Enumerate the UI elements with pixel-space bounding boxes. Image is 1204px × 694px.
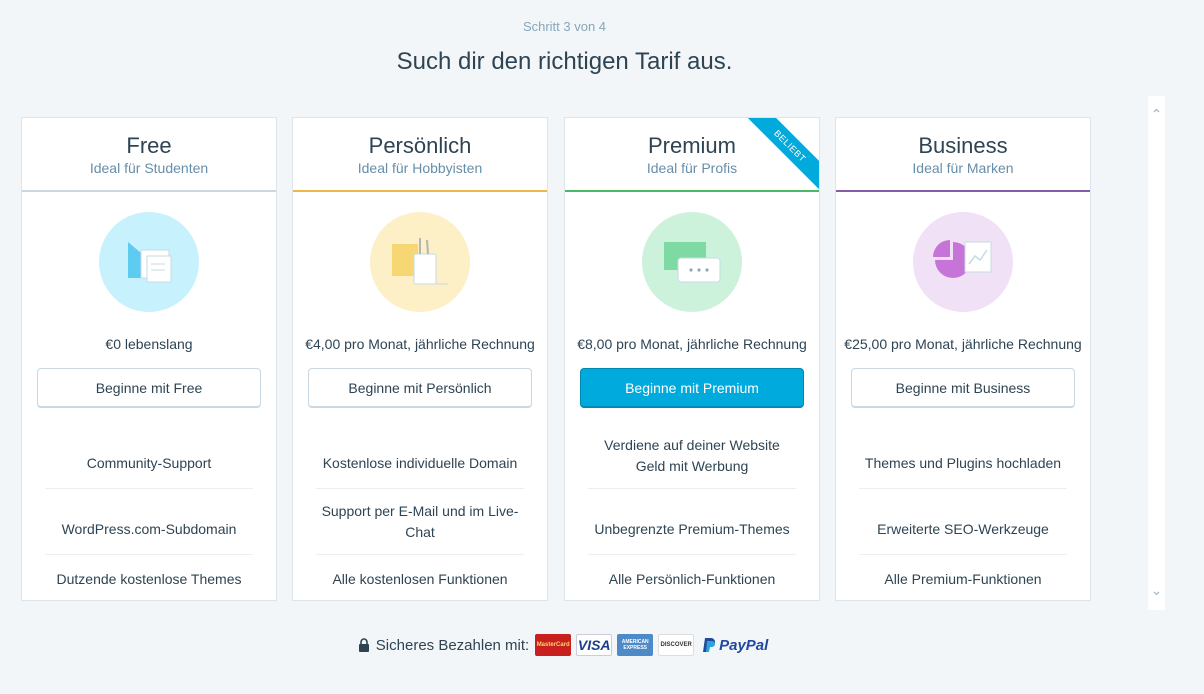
popular-badge: BELIEBT bbox=[744, 118, 819, 192]
visa-logo-icon: VISA bbox=[576, 634, 613, 656]
pencil-cup-illustration-icon bbox=[370, 212, 470, 312]
plans-scrollbar[interactable]: ⌃ ⌄ bbox=[1148, 96, 1165, 610]
popular-ribbon: BELIEBT bbox=[739, 118, 819, 198]
plan-tagline: Ideal für Profis bbox=[646, 160, 738, 176]
plan-name: Free bbox=[126, 133, 172, 158]
plan-card-personal: Persönlich Ideal für Hobbyisten €4,00 pr… bbox=[292, 117, 548, 601]
plan-header: Persönlich Ideal für Hobbyisten bbox=[293, 118, 547, 192]
plan-price: €8,00 pro Monat, jährliche Rechnung bbox=[577, 336, 807, 352]
plan-card-free: Free Ideal für Studenten €0 lebenslang B… bbox=[21, 117, 277, 601]
plan-name: Premium bbox=[647, 133, 736, 158]
feature-item: WordPress.com-Subdomain bbox=[45, 504, 253, 555]
plan-price: €0 lebenslang bbox=[105, 336, 193, 352]
start-personal-button[interactable]: Beginne mit Persönlich bbox=[308, 368, 532, 408]
discover-logo-icon: DISCOVER bbox=[658, 634, 695, 656]
plan-card-business: Business Ideal für Marken €25,00 pro Mon… bbox=[835, 117, 1091, 601]
start-premium-button[interactable]: Beginne mit Premium bbox=[580, 368, 804, 408]
feature-item: Unbegrenzte Premium-Themes bbox=[588, 504, 796, 555]
feature-item: Themes und Plugins hochladen bbox=[859, 438, 1067, 489]
mastercard-logo-icon: MasterCard bbox=[535, 634, 572, 656]
feature-item: Verdiene auf deiner Website Geld mit Wer… bbox=[588, 424, 796, 489]
plan-tagline: Ideal für Hobbyisten bbox=[357, 160, 483, 176]
plan-header: Free Ideal für Studenten bbox=[22, 118, 276, 192]
feature-item: Kostenlose individuelle Domain bbox=[316, 438, 524, 489]
secure-payment-label: Sicheres Bezahlen mit: bbox=[375, 636, 530, 654]
secure-payment-bar: Sicheres Bezahlen mit: MasterCard VISA A… bbox=[0, 632, 1129, 658]
plan-tagline: Ideal für Studenten bbox=[89, 160, 209, 176]
plan-price: €25,00 pro Monat, jährliche Rechnung bbox=[844, 336, 1082, 352]
plan-card-premium: Premium Ideal für Profis BELIEBT €8,00 p… bbox=[564, 117, 820, 601]
plan-price: €4,00 pro Monat, jährliche Rechnung bbox=[305, 336, 535, 352]
amex-logo-icon: AMERICAN EXPRESS bbox=[617, 634, 654, 656]
plan-header: Premium Ideal für Profis bbox=[565, 118, 819, 192]
feature-item: Dutzende kostenlose Themes bbox=[56, 570, 242, 587]
message-bubbles-illustration-icon bbox=[642, 212, 742, 312]
feature-item: Alle kostenlosen Funktionen bbox=[332, 570, 508, 587]
scroll-down-icon[interactable]: ⌄ bbox=[1150, 582, 1163, 598]
start-free-button[interactable]: Beginne mit Free bbox=[37, 368, 261, 408]
step-indicator: Schritt 3 von 4 bbox=[522, 19, 607, 34]
start-business-button[interactable]: Beginne mit Business bbox=[851, 368, 1075, 408]
plan-name: Persönlich bbox=[368, 133, 472, 158]
chat-bubble-illustration-icon bbox=[99, 212, 199, 312]
paypal-logo-icon: PayPal bbox=[699, 634, 771, 656]
feature-item: Alle Persönlich-Funktionen bbox=[608, 570, 776, 587]
feature-item: Support per E-Mail und im Live-Chat bbox=[316, 489, 524, 555]
page-title: Such dir den richtigen Tarif aus. bbox=[396, 48, 733, 75]
feature-item: Alle Premium-Funktionen bbox=[884, 570, 1042, 587]
plan-tagline: Ideal für Marken bbox=[912, 160, 1014, 176]
paypal-label: PayPal bbox=[719, 636, 769, 654]
feature-item: Erweiterte SEO-Werkzeuge bbox=[859, 504, 1067, 555]
plan-name: Business bbox=[918, 133, 1008, 158]
plan-header: Business Ideal für Marken bbox=[836, 118, 1090, 192]
feature-item: Community-Support bbox=[45, 438, 253, 489]
scroll-up-icon[interactable]: ⌃ bbox=[1150, 106, 1163, 122]
lock-icon bbox=[358, 638, 369, 652]
pie-chart-illustration-icon bbox=[913, 212, 1013, 312]
